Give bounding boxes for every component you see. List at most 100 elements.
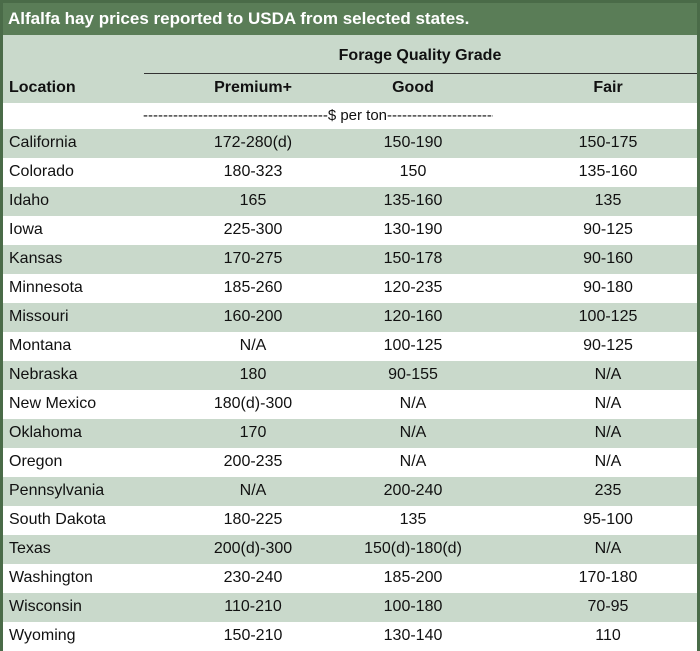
cell-good: 150(d)-180(d) xyxy=(364,540,462,557)
cell-fair: 90-125 xyxy=(583,221,633,238)
cell-premium: N/A xyxy=(239,337,267,354)
table-row: Oregon 200-235 N/A N/A xyxy=(3,448,697,477)
table-header: Forage Quality Grade Location Premium+ G… xyxy=(3,35,697,103)
group-rule xyxy=(144,73,697,74)
unit-label: -------------------------------------$ p… xyxy=(143,107,493,124)
cell-location: Idaho xyxy=(9,192,50,209)
cell-good: N/A xyxy=(399,424,427,441)
column-header-location: Location xyxy=(9,79,76,96)
cell-good: N/A xyxy=(399,395,427,412)
cell-location: Washington xyxy=(9,569,93,586)
table-row: Colorado 180-323 150 135-160 xyxy=(3,158,697,187)
cell-fair: 135 xyxy=(594,192,622,209)
cell-premium: 185-260 xyxy=(223,279,283,296)
cell-fair: 95-100 xyxy=(583,511,633,528)
unit-row: -------------------------------------$ p… xyxy=(3,103,697,129)
cell-location: Colorado xyxy=(9,163,74,180)
cell-location: Montana xyxy=(9,337,72,354)
table-row: Montana N/A 100-125 90-125 xyxy=(3,332,697,361)
cell-good: N/A xyxy=(399,453,427,470)
table-row: Washington 230-240 185-200 170-180 xyxy=(3,564,697,593)
cell-premium: 225-300 xyxy=(223,221,283,238)
cell-location: New Mexico xyxy=(9,395,97,412)
cell-fair: 90-125 xyxy=(583,337,633,354)
cell-location: Kansas xyxy=(9,250,63,267)
cell-location: Texas xyxy=(9,540,51,557)
cell-premium: 110-210 xyxy=(224,598,282,615)
cell-premium: 150-210 xyxy=(223,627,283,644)
table-row: Wisconsin 110-210 100-180 70-95 xyxy=(3,593,697,622)
cell-fair: 170-180 xyxy=(578,569,638,586)
cell-good: 150-190 xyxy=(383,134,443,151)
cell-location: Iowa xyxy=(9,221,43,238)
cell-fair: N/A xyxy=(594,395,622,412)
table-row: Oklahoma 170 N/A N/A xyxy=(3,419,697,448)
table-row: Missouri 160-200 120-160 100-125 xyxy=(3,303,697,332)
table-row: Kansas 170-275 150-178 90-160 xyxy=(3,245,697,274)
table-row: Minnesota 185-260 120-235 90-180 xyxy=(3,274,697,303)
cell-premium: 180-323 xyxy=(223,163,283,180)
cell-location: Oklahoma xyxy=(9,424,82,441)
cell-fair: N/A xyxy=(594,366,622,383)
cell-fair: 100-125 xyxy=(578,308,638,325)
cell-good: 130-190 xyxy=(383,221,443,238)
cell-fair: 235 xyxy=(594,482,622,499)
cell-premium: 180(d)-300 xyxy=(213,395,293,412)
cell-location: South Dakota xyxy=(9,511,106,528)
cell-premium: 200-235 xyxy=(223,453,283,470)
cell-premium: 230-240 xyxy=(223,569,283,586)
cell-fair: 135-160 xyxy=(578,163,638,180)
cell-fair: N/A xyxy=(594,453,622,470)
table-body: California 172-280(d) 150-190 150-175 Colora… xyxy=(3,129,697,651)
table-row: Idaho 165 135-160 135 xyxy=(3,187,697,216)
cell-premium: 170 xyxy=(239,424,267,441)
cell-fair: 90-180 xyxy=(583,279,633,296)
cell-premium: 172-280(d) xyxy=(213,134,293,151)
table-row: New Mexico 180(d)-300 N/A N/A xyxy=(3,390,697,419)
cell-fair: 110 xyxy=(595,627,621,644)
table-row: South Dakota 180-225 135 95-100 xyxy=(3,506,697,535)
cell-good: 135-160 xyxy=(383,192,443,209)
column-header-good: Good xyxy=(392,79,434,96)
cell-good: 120-160 xyxy=(383,308,443,325)
cell-location: Wyoming xyxy=(9,627,76,644)
cell-good: 150 xyxy=(399,163,427,180)
table-row: Iowa 225-300 130-190 90-125 xyxy=(3,216,697,245)
cell-location: California xyxy=(9,134,77,151)
cell-premium: 170-275 xyxy=(223,250,283,267)
cell-premium: 165 xyxy=(239,192,267,209)
table-row: California 172-280(d) 150-190 150-175 xyxy=(3,129,697,158)
cell-fair: 150-175 xyxy=(578,134,638,151)
cell-fair: N/A xyxy=(594,424,622,441)
cell-premium: 200(d)-300 xyxy=(213,540,293,557)
cell-premium: 180-225 xyxy=(223,511,283,528)
cell-fair: 90-160 xyxy=(583,250,633,267)
cell-location: Nebraska xyxy=(9,366,78,383)
cell-good: 135 xyxy=(399,511,427,528)
table-row: Nebraska 180 90-155 N/A xyxy=(3,361,697,390)
table-row: Wyoming 150-210 130-140 110 xyxy=(3,622,697,651)
cell-fair: N/A xyxy=(594,540,622,557)
cell-good: 185-200 xyxy=(383,569,443,586)
cell-good: 130-140 xyxy=(383,627,443,644)
cell-premium: 180 xyxy=(239,366,267,383)
cell-location: Oregon xyxy=(9,453,63,470)
cell-good: 150-178 xyxy=(383,250,443,267)
cell-location: Pennsylvania xyxy=(9,482,105,499)
group-label: Forage Quality Grade xyxy=(338,47,502,64)
column-header-premium: Premium+ xyxy=(214,79,292,96)
cell-good: 200-240 xyxy=(383,482,443,499)
cell-premium: 160-200 xyxy=(223,308,283,325)
cell-location: Minnesota xyxy=(9,279,83,296)
cell-good: 90-155 xyxy=(388,366,438,383)
cell-good: 100-125 xyxy=(383,337,443,354)
table-row: Pennsylvania N/A 200-240 235 xyxy=(3,477,697,506)
column-header-fair: Fair xyxy=(593,79,623,96)
cell-good: 120-235 xyxy=(383,279,443,296)
table-title: Alfalfa hay prices reported to USDA from… xyxy=(3,3,697,35)
cell-good: 100-180 xyxy=(383,598,443,615)
cell-premium: N/A xyxy=(239,482,267,499)
cell-fair: 70-95 xyxy=(587,598,629,615)
table-row: Texas 200(d)-300 150(d)-180(d) N/A xyxy=(3,535,697,564)
